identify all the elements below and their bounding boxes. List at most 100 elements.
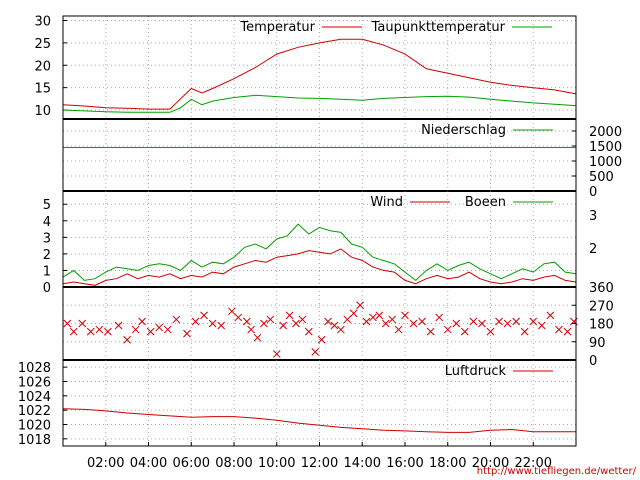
wind-line (62, 248, 577, 286)
wind-direction-point (311, 348, 320, 356)
wind-direction-point (155, 323, 164, 332)
wind-direction-point (337, 325, 345, 334)
x-tick-label: 08:00 (215, 456, 252, 471)
pressure-tick-label: 1022 (18, 404, 51, 419)
wind-direction-point (343, 315, 352, 324)
wind-direction-point (86, 327, 95, 336)
wind-direction-point (272, 350, 281, 358)
pressure-legend-label: Luftdruck (445, 364, 507, 379)
wind-direction-point (208, 319, 217, 328)
wind-direction-point (435, 313, 444, 322)
wind-direction-point (260, 319, 268, 328)
wind-direction-point (349, 309, 358, 318)
x-tick-label: 06:00 (173, 456, 210, 471)
wind-direction-point (394, 325, 403, 334)
gusts-line (62, 223, 577, 282)
wind-tick-label: 3 (43, 231, 51, 246)
x-tick-label: 22:00 (515, 456, 552, 471)
wind-direction-point (146, 327, 155, 336)
temp-tick-label: 15 (34, 82, 51, 97)
wind-direction-point (460, 327, 469, 336)
temp-tick-label: 30 (34, 14, 51, 29)
wind-direction-point (228, 307, 236, 316)
wind-direction-point (388, 315, 397, 324)
dir-tick-label: 180 (589, 318, 614, 333)
wind-direction-point (381, 319, 390, 328)
wind-direction-point (418, 317, 426, 326)
wind-direction-point (409, 319, 418, 328)
wind-direction-point (114, 321, 123, 330)
wind-direction-point (426, 327, 435, 336)
wind-right-tick-label: 2 (589, 242, 597, 257)
wind-direction-point (200, 311, 208, 320)
wind-direction-point (529, 317, 538, 326)
x-tick-label: 18:00 (429, 456, 466, 471)
wind-direction-point (362, 317, 371, 326)
gusts-legend-label: Boeen (465, 195, 506, 210)
wind-direction-point (217, 321, 226, 330)
wind-tick-label: 5 (43, 198, 51, 213)
x-tick-label: 16:00 (386, 456, 423, 471)
wind-direction-point (478, 319, 486, 328)
x-tick-label: 20:00 (472, 456, 509, 471)
wind-direction-point (537, 321, 546, 330)
wind-direction-point (292, 319, 300, 328)
temperature-line (62, 38, 577, 110)
wind-direction-point (191, 317, 200, 326)
dir-tick-label: 0 (589, 354, 597, 369)
wind-tick-label: 4 (43, 215, 51, 230)
dewpoint-legend-label: Taupunkttemperatur (371, 20, 506, 35)
source-credit: http://www.tiefliegen.de/wetter/ (477, 466, 637, 477)
wind-right-tick-label: 3 (589, 209, 597, 224)
wind-direction-point (69, 327, 78, 336)
wind-direction-point (304, 327, 313, 336)
wind-direction-point (503, 319, 512, 328)
wind-direction-point (324, 317, 332, 326)
wind-direction-point (555, 325, 563, 334)
pressure-tick-label: 1028 (18, 361, 51, 376)
dir-tick-label: 270 (589, 299, 614, 314)
wind-direction-point (104, 327, 112, 336)
wind-direction-point (298, 315, 307, 324)
wind-direction-point (63, 319, 72, 328)
wind-direction-point (520, 327, 529, 336)
x-tick-label: 02:00 (87, 456, 124, 471)
wind-tick-label: 1 (43, 264, 51, 279)
wind-direction-point (546, 311, 555, 320)
wind-direction-point (563, 327, 572, 336)
precipitation-legend-label: Niederschlag (421, 123, 506, 138)
wind-tick-label: 2 (43, 248, 51, 263)
wind-direction-point (495, 317, 503, 326)
wind-direction-point (369, 313, 377, 322)
wind-legend-label: Wind (370, 195, 403, 210)
wind-direction-point (266, 315, 275, 324)
wind-direction-point (138, 317, 146, 326)
temp-tick-label: 25 (34, 37, 51, 52)
pressure-tick-label: 1024 (18, 390, 51, 405)
temp-tick-label: 20 (34, 59, 51, 74)
wind-direction-point (469, 317, 478, 326)
wind-direction-point (78, 319, 87, 328)
wind-direction-point (330, 321, 339, 330)
pressure-tick-label: 1018 (18, 433, 51, 448)
wind-direction-point (486, 327, 495, 336)
wind-direction-point (253, 333, 262, 342)
pressure-tick-label: 1026 (18, 376, 51, 391)
pressure-tick-label: 1020 (18, 419, 51, 434)
dir-tick-label: 90 (589, 336, 606, 351)
wind-direction-point (183, 329, 191, 338)
precip-tick-label: 2000 (589, 125, 622, 140)
wind-direction-point (123, 335, 131, 344)
x-tick-label: 12:00 (301, 456, 338, 471)
precip-tick-label: 1000 (589, 155, 622, 170)
wind-direction-point (356, 301, 364, 310)
wind-direction-point (172, 315, 181, 324)
precip-tick-label: 1500 (589, 140, 622, 155)
dir-tick-label: 360 (589, 281, 614, 296)
temp-tick-label: 10 (34, 104, 51, 119)
x-tick-label: 04:00 (130, 456, 167, 471)
precip-tick-label: 0 (589, 185, 597, 200)
dewpoint-line (62, 94, 577, 113)
pressure-line (62, 408, 576, 433)
